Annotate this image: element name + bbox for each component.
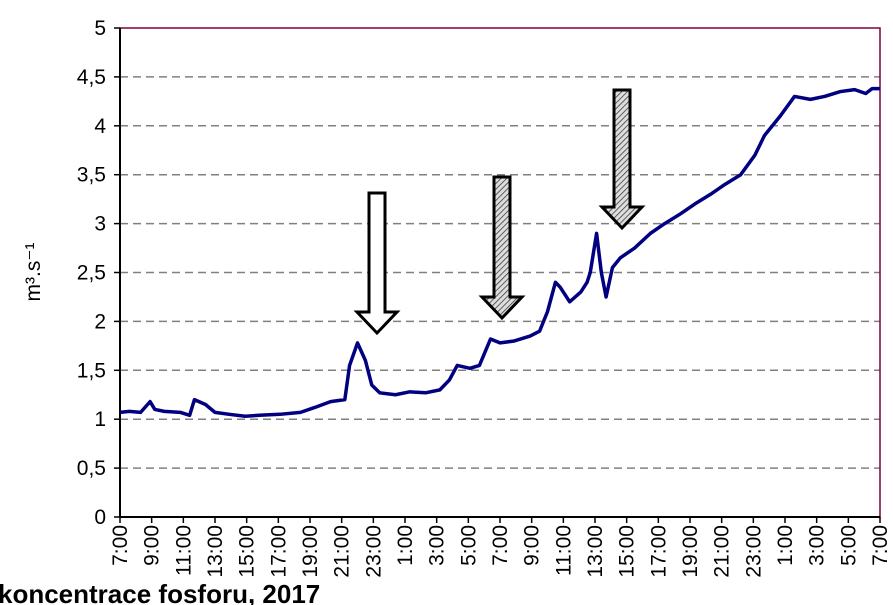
- x-tick-label: 3:00: [806, 525, 829, 566]
- note: koncentrace fosforu, 2017: [0, 579, 320, 605]
- x-tick-label: 13:00: [204, 525, 227, 578]
- y-tick-label: 1,5: [77, 359, 106, 382]
- x-tick-label: 5:00: [457, 525, 480, 566]
- x-tick-label: 15:00: [236, 525, 259, 578]
- x-tick-label: 23:00: [742, 525, 765, 578]
- y-axis-label: m³.s⁻¹: [22, 243, 45, 302]
- x-tick-label: 23:00: [362, 525, 385, 578]
- x-tick-label: 11:00: [552, 525, 575, 576]
- x-tick-label: 21:00: [711, 525, 734, 578]
- x-tick-label: 7:00: [489, 525, 512, 566]
- x-tick-label: 17:00: [647, 525, 670, 578]
- y-tick-label: 0: [94, 506, 106, 529]
- x-tick-label: 19:00: [679, 525, 702, 578]
- data-line: [119, 86, 880, 419]
- arrow: [353, 191, 401, 336]
- x-tick-label: 7:00: [869, 525, 892, 566]
- x-tick-label: 15:00: [616, 525, 639, 578]
- y-tick-label: 2,5: [77, 262, 106, 285]
- y-tick-label: 0,5: [77, 457, 106, 480]
- x-tick-label: 11:00: [172, 525, 195, 576]
- x-tick-label: 13:00: [584, 525, 607, 578]
- x-tick-label: 7:00: [109, 525, 132, 566]
- x-tick-label: 21:00: [331, 525, 354, 578]
- y-tick-label: 5: [94, 17, 106, 40]
- x-tick-label: 5:00: [837, 525, 860, 566]
- x-tick-label: 1:00: [394, 525, 417, 566]
- arrow: [478, 175, 526, 321]
- y-tick-label: 3: [94, 213, 106, 236]
- y-tick-label: 2: [94, 310, 106, 333]
- y-tick-label: 1: [94, 408, 106, 431]
- x-tick-label: 1:00: [774, 525, 797, 566]
- x-tick-label: 17:00: [267, 525, 290, 578]
- y-tick-label: 4,5: [77, 66, 106, 89]
- arrows: [353, 88, 646, 336]
- x-tick-label: 9:00: [141, 525, 164, 566]
- arrow: [598, 88, 646, 231]
- y-tick-label: 4: [94, 115, 106, 138]
- x-tick-label: 19:00: [299, 525, 322, 578]
- x-tick-label: 9:00: [521, 525, 544, 566]
- y-tick-label: 3,5: [77, 164, 106, 187]
- x-tick-label: 3:00: [426, 525, 449, 566]
